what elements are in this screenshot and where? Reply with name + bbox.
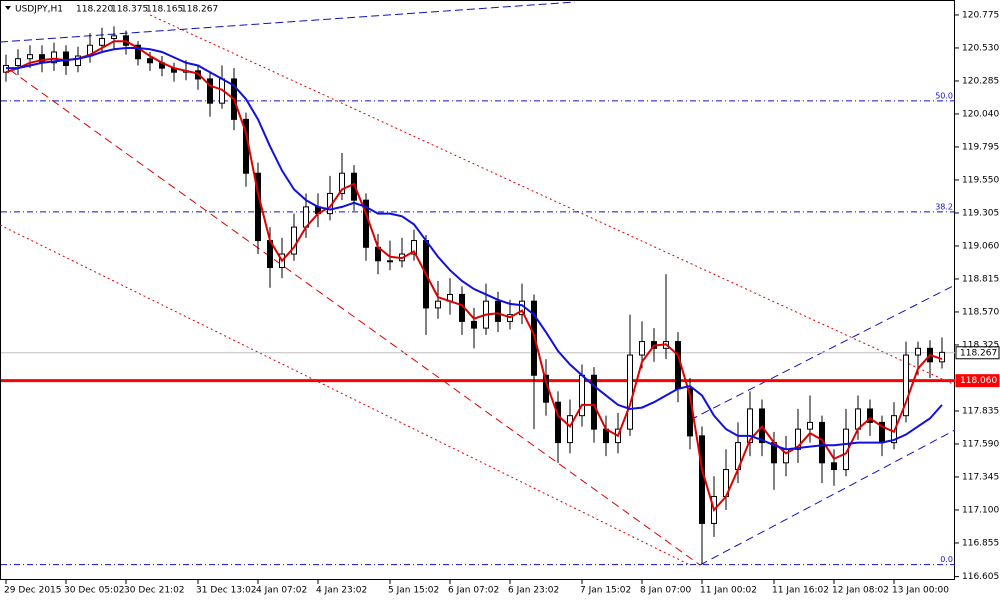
candle-body [63, 51, 69, 66]
y-tick-label: 116.855 [962, 538, 999, 548]
x-tick-label: 30 Dec 05:02 [64, 586, 125, 596]
candle-body [291, 226, 297, 255]
x-tick-label: 11 Jan 16:02 [772, 586, 829, 596]
candle-body [747, 408, 753, 444]
trend-line [0, 1, 576, 43]
candle-body [831, 462, 837, 471]
candle-body [351, 172, 357, 201]
candle-body [339, 172, 345, 194]
candle-body [75, 55, 81, 66]
candle-body [891, 415, 897, 444]
quote-close: 118.267 [181, 5, 218, 15]
candle-body [867, 408, 873, 423]
candle-body [39, 54, 45, 64]
y-tick-label: 117.590 [962, 439, 999, 449]
x-tick-label: 12 Jan 08:02 [832, 586, 889, 596]
candle-body [591, 374, 597, 430]
x-tick-label: 4 Jan 07:02 [256, 586, 307, 596]
fib-label: 50.0 [935, 91, 953, 100]
candle-body [207, 78, 213, 104]
price-tag [955, 346, 1000, 360]
candle-body [363, 199, 369, 248]
moving-average [6, 46, 943, 451]
x-tick-label: 8 Jan 07:00 [640, 586, 692, 596]
candle-body [435, 300, 441, 309]
x-tick-label: 6 Jan 07:02 [448, 586, 499, 596]
menu-arrow[interactable] [5, 6, 11, 10]
x-tick-label: 11 Jan 00:02 [700, 586, 757, 596]
y-tick-label: 117.345 [962, 472, 999, 482]
candle-body [111, 35, 117, 40]
candle-body [495, 300, 501, 322]
x-tick-label: 4 Jan 23:02 [316, 586, 367, 596]
candle-body [27, 54, 33, 60]
candle-body [807, 421, 813, 430]
candle-body [15, 58, 21, 66]
candle-body [99, 38, 105, 46]
y-tick-label: 120.530 [962, 43, 999, 53]
candle-body [795, 428, 801, 450]
candle-body [675, 341, 681, 390]
y-tick-label: 120.040 [962, 109, 999, 119]
x-tick-label: 7 Jan 15:02 [580, 586, 631, 596]
y-tick-label: 119.550 [962, 175, 999, 185]
fib-label: 38.2 [935, 202, 953, 211]
candle-body [411, 240, 417, 255]
candle-body [627, 354, 633, 430]
y-tick-label: 120.285 [962, 76, 999, 86]
candle-body [939, 351, 945, 363]
price-tag-label: 118.060 [960, 376, 997, 386]
symbol: USDJPY,H1 [15, 5, 63, 15]
y-tick-label: 120.775 [962, 10, 999, 20]
candle-body [51, 51, 57, 64]
candle-body [147, 58, 153, 64]
y-tick-label: 119.060 [962, 241, 999, 251]
candle-body [555, 401, 561, 444]
y-tick-label: 116.605 [962, 572, 999, 582]
quote-low: 118.165 [146, 5, 183, 15]
quote-high: 118.375 [111, 5, 148, 15]
candle-body [567, 415, 573, 444]
moving-average [5, 40, 943, 512]
fib-label: 0.0 [940, 555, 953, 564]
channel-line [0, 224, 691, 566]
candle-body [699, 435, 705, 524]
candle-body [135, 44, 141, 60]
x-tick-label: 13 Jan 00:00 [892, 586, 949, 596]
price-tag [955, 374, 1000, 388]
y-tick-label: 118.570 [962, 307, 999, 317]
y-tick-label: 119.305 [962, 208, 999, 218]
y-tick-label: 117.100 [962, 505, 999, 515]
candle-body [915, 347, 921, 356]
candle-body [903, 354, 909, 417]
x-tick-label: 30 Dec 21:02 [124, 586, 185, 596]
channel-line [9, 69, 701, 566]
candle-body [855, 408, 861, 430]
x-tick-label: 5 Jan 15:02 [388, 586, 439, 596]
price-tag-label: 118.267 [960, 348, 997, 358]
y-tick-label: 118.815 [962, 274, 999, 284]
candle-body [387, 260, 393, 263]
y-tick-label: 119.795 [962, 142, 999, 152]
candle-body [471, 320, 477, 329]
x-tick-label: 29 Dec 2015 [4, 586, 62, 596]
candle-body [639, 341, 645, 356]
channel-line [699, 429, 956, 566]
y-tick-label: 117.835 [962, 406, 999, 416]
quote-open: 118.220 [76, 5, 113, 15]
x-tick-label: 6 Jan 23:02 [508, 586, 559, 596]
y-tick-label: 118.325 [962, 340, 999, 350]
x-tick-label: 31 Dec 13:02 [196, 586, 257, 596]
